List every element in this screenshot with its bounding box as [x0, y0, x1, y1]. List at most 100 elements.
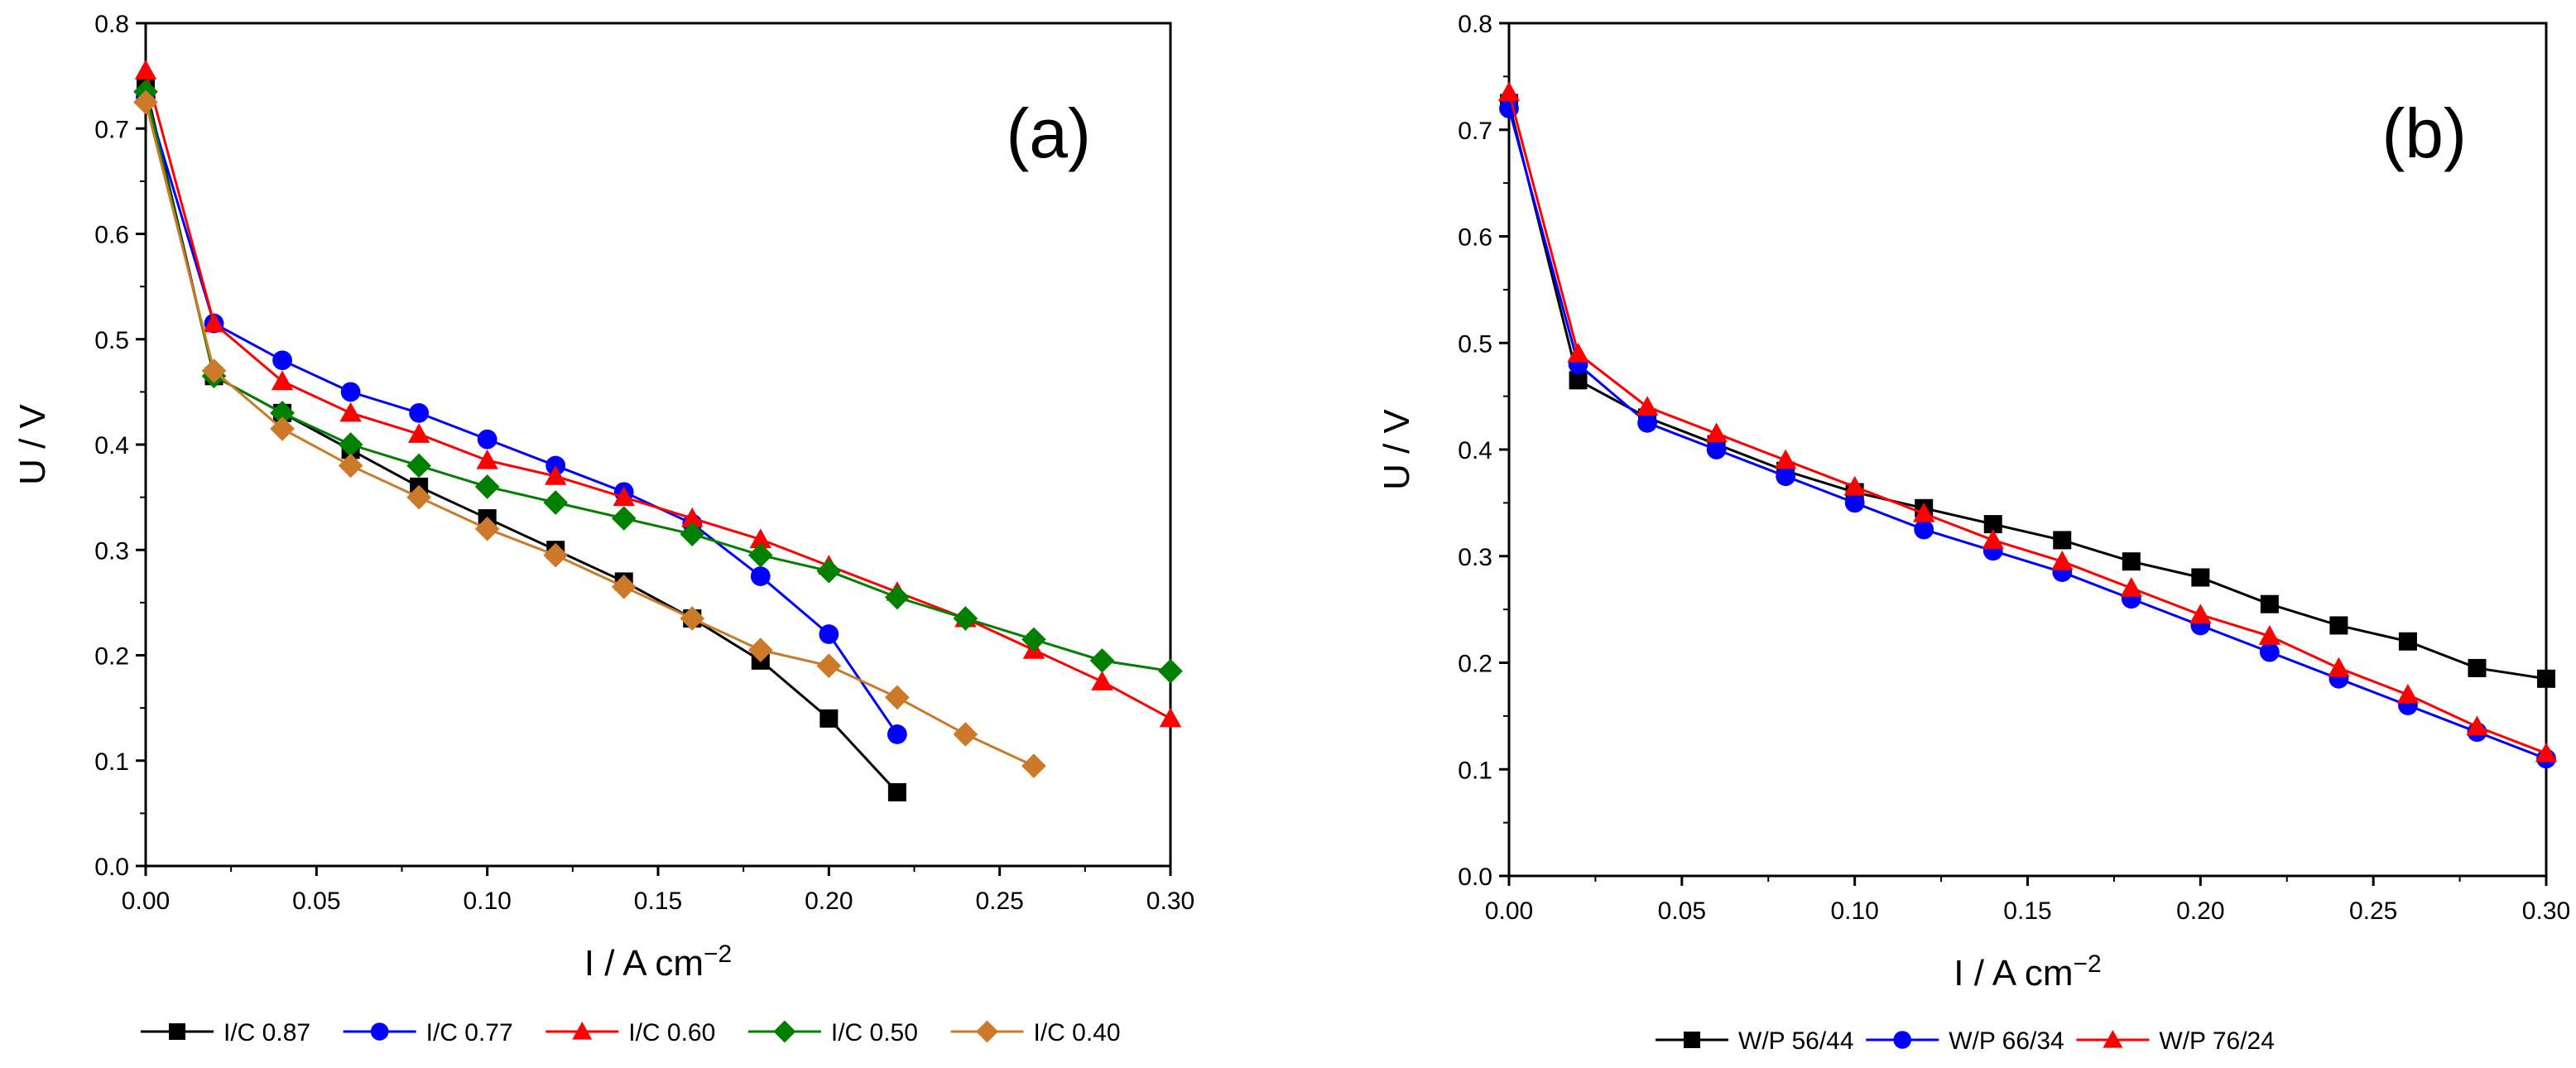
legend-marker: [169, 1023, 185, 1040]
data-point: [476, 449, 498, 469]
data-point: [2396, 683, 2420, 704]
data-point: [2329, 616, 2348, 635]
series-line: [144, 96, 899, 735]
data-point: [1021, 627, 1046, 652]
legend-label: I/C 0.40: [1033, 1019, 1120, 1046]
x-axis-label-text: I / A cm: [1954, 953, 2073, 993]
chart-panel-a: 0.00 0.05 0.10 0.15 0.20 0.25 0.30 0.0 0.1 0.2 0.3…: [12, 11, 1194, 1046]
y-axis-label: U / V: [1377, 408, 1417, 489]
series-w-p-56-44: [1500, 94, 2555, 688]
x-tick-label: 0.25: [975, 888, 1023, 915]
y-tick-label: 0.4: [94, 432, 129, 459]
x-tick-label: 0.30: [1146, 888, 1194, 915]
y-tick-label: 0.2: [1458, 651, 1492, 678]
legend-marker: [975, 1020, 998, 1043]
data-point: [2398, 632, 2417, 651]
data-point: [613, 486, 635, 507]
data-point: [750, 566, 771, 586]
x-tick-label: 0.10: [463, 888, 511, 915]
data-point: [1091, 671, 1113, 690]
data-point: [2053, 531, 2072, 550]
legend-marker: [2103, 1030, 2123, 1048]
x-tick-label: 0.05: [1658, 897, 1706, 925]
data-point: [819, 624, 839, 644]
x-axis-label: I / A cm−2: [584, 941, 733, 984]
series-line: [144, 86, 898, 793]
x-axis-label-superscript: −2: [2074, 950, 2102, 978]
series-i-c-0-87: [137, 77, 906, 801]
data-point: [340, 382, 361, 402]
data-point: [611, 506, 637, 531]
legend-marker: [572, 1022, 593, 1040]
y-tick-label: 0.4: [1458, 437, 1492, 464]
data-point: [953, 606, 978, 631]
data-point: [133, 89, 158, 115]
series-line: [144, 70, 1171, 720]
data-point: [2122, 552, 2141, 571]
data-point: [2535, 742, 2558, 763]
legend-label: W/P 66/34: [1949, 1027, 2064, 1055]
y-tick-label: 0.3: [94, 537, 129, 565]
data-point: [407, 423, 430, 443]
data-point: [680, 522, 705, 547]
data-point: [545, 464, 567, 485]
data-point: [270, 416, 295, 441]
data-point: [1569, 371, 1588, 390]
series-line: [1507, 103, 2547, 681]
legend-label: I/C 0.77: [426, 1019, 513, 1046]
series-w-p-66-34: [1499, 99, 2556, 769]
data-point: [339, 402, 362, 422]
x-tick-label: 0.00: [122, 888, 170, 915]
series-i-c-0-40: [133, 89, 1046, 778]
data-point: [203, 312, 225, 333]
legend-label: W/P 76/24: [2159, 1027, 2275, 1055]
legend-marker: [370, 1022, 389, 1041]
data-point: [338, 453, 363, 479]
data-point: [1637, 412, 1657, 433]
x-tick-label: 0.10: [1830, 897, 1878, 925]
x-tick-label: 0.00: [1485, 897, 1533, 925]
data-point: [1089, 648, 1115, 673]
y-tick-label: 0.0: [94, 854, 129, 881]
legend: I/C 0.87 I/C 0.77 I/C 0.60 I/C 0.50 I/C 0.40: [141, 1019, 1121, 1046]
x-tick-label: 0.25: [2349, 897, 2397, 925]
series-line: [144, 102, 1035, 767]
data-point: [2260, 594, 2279, 613]
data-point: [406, 484, 431, 510]
x-axis-label-text: I / A cm: [584, 943, 704, 984]
data-point: [271, 370, 294, 391]
data-point: [134, 60, 157, 79]
legend-label: I/C 0.50: [831, 1019, 918, 1046]
series-i-c-0-77: [136, 87, 907, 744]
y-tick-label: 0.5: [94, 327, 129, 354]
y-tick-label: 0.8: [1458, 11, 1492, 38]
panel-label: (a): [1006, 94, 1091, 172]
data-point: [1914, 519, 1934, 540]
data-point: [953, 722, 978, 747]
data-point: [474, 474, 500, 499]
y-tick-label: 0.7: [1458, 118, 1492, 145]
data-point: [680, 606, 705, 631]
legend: W/P 56/44 W/P 66/34 W/P 76/24: [1656, 1027, 2275, 1055]
data-point: [816, 558, 842, 584]
series-line: [1507, 92, 2547, 755]
x-tick-label: 0.05: [292, 888, 340, 915]
x-axis-label: I / A cm−2: [1954, 950, 2102, 993]
y-tick-label: 0.2: [94, 643, 129, 671]
data-point: [270, 400, 295, 426]
series-line: [144, 91, 1171, 673]
data-point: [474, 516, 500, 541]
data-point: [747, 542, 773, 568]
data-point: [1158, 658, 1183, 684]
y-tick-label: 0.7: [94, 116, 129, 143]
data-point: [2051, 550, 2074, 570]
data-point: [885, 585, 910, 610]
y-tick-label: 0.5: [1458, 330, 1492, 358]
data-point: [887, 724, 907, 744]
data-point: [1567, 342, 1589, 363]
data-point: [272, 350, 292, 371]
data-point: [1982, 529, 2004, 549]
x-tick-label: 0.15: [2003, 897, 2051, 925]
data-point: [338, 432, 363, 457]
data-point: [2259, 642, 2280, 662]
